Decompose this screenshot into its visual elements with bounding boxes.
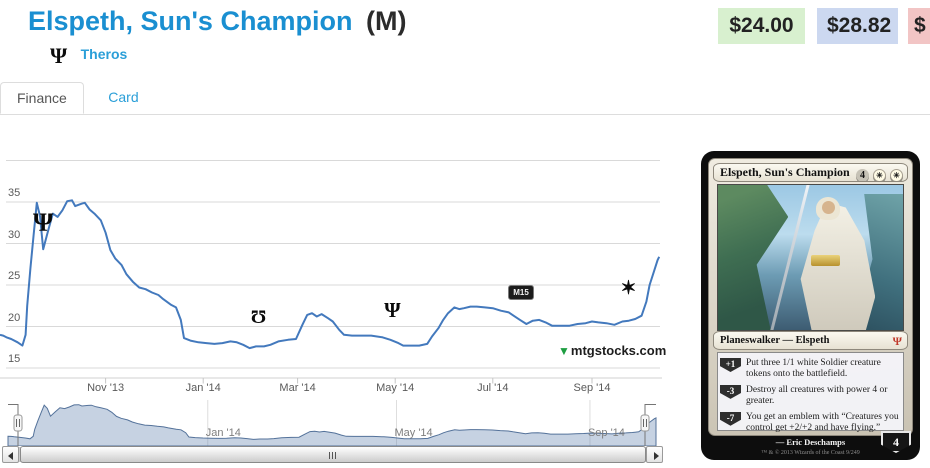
page-title: Elspeth, Sun's Champion (M)	[28, 6, 406, 37]
x-axis-label: Nov '13	[87, 382, 125, 394]
artist-name: Eric Deschamps	[786, 437, 846, 447]
scrollbar-thumb[interactable]	[20, 446, 646, 463]
copyright-line: ™ & © 2013 Wizards of the Coast 9/249	[761, 450, 860, 456]
navigator-label: Sep '14	[587, 427, 625, 439]
x-axis-label: May '14	[376, 382, 415, 394]
theros-icon: Ψ	[33, 208, 54, 237]
y-axis-label: 15	[8, 353, 21, 365]
tab-card[interactable]: Card	[108, 89, 139, 105]
card-name-heading: Elspeth, Sun's Champion	[28, 6, 353, 36]
y-axis-label: 25	[8, 270, 21, 282]
scrollbar-left-button[interactable]	[2, 446, 19, 463]
white-mana-icon: ✳	[890, 168, 903, 181]
navigator-label: Jan '14	[205, 427, 241, 439]
theros-mythic-set-symbol-icon: Ψ	[892, 334, 902, 348]
type-line: Planeswalker — Elspeth	[720, 335, 830, 346]
navigator-label: May '14	[394, 427, 433, 439]
tab-finance[interactable]: Finance	[0, 82, 84, 114]
loyalty-minus3-icon: -3	[720, 384, 741, 399]
mana-cost: 4 ✳ ✳	[855, 166, 903, 181]
generic-mana-icon: 4	[856, 168, 869, 181]
x-axis-label: Sep '14	[573, 382, 611, 394]
chart-scrollbar[interactable]	[2, 446, 663, 463]
born-of-the-gods-icon: Ʊ	[250, 306, 267, 328]
x-axis-label: Jul '14	[477, 382, 509, 394]
price-badge-high: $	[908, 8, 930, 44]
thumb-grip	[329, 452, 330, 459]
navigator-right-handle[interactable]	[640, 414, 650, 432]
thumb-grip	[332, 452, 333, 459]
card-frame: Elspeth, Sun's Champion 4 ✳ ✳ Planeswalk…	[708, 158, 913, 436]
card-title-bar: Elspeth, Sun's Champion 4 ✳ ✳	[713, 163, 908, 182]
ability-row: -7 You get an emblem with “Creatures you…	[720, 411, 899, 434]
x-axis-label: Jan '14	[185, 382, 221, 394]
price-chart: 15 20 25 30 35 Nov '13 Jan '14 Mar '14 May '14 J…	[0, 150, 666, 398]
ability-row: +1 Put three 1/1 white Soldier creature …	[720, 358, 899, 380]
set-link-theros[interactable]: Theros	[80, 46, 128, 62]
magic-2015-icon: M15	[508, 285, 534, 300]
thumb-grip	[335, 452, 336, 459]
price-badge-low: $24.00	[718, 8, 805, 44]
card-art	[717, 184, 904, 331]
artist-line: — Eric Deschamps	[701, 437, 920, 447]
ability-text: Destroy all creatures with power 4 or gr…	[746, 384, 888, 406]
right-arrow-icon	[654, 452, 659, 460]
mtgstocks-logo-icon: ▼	[558, 344, 570, 358]
left-arrow-icon	[8, 452, 13, 460]
card-type-bar: Planeswalker — Elspeth Ψ	[713, 331, 908, 350]
y-axis-label: 20	[8, 311, 21, 324]
x-axis-label: Mar '14	[279, 382, 316, 394]
art-elspeth-cloak	[800, 202, 876, 330]
ability-text: Put three 1/1 white Soldier creature tok…	[746, 358, 881, 379]
price-chart-plot[interactable]	[0, 150, 664, 398]
journey-into-nyx-icon: Ψ	[384, 297, 401, 322]
khans-of-tarkir-icon: ✶	[620, 277, 637, 299]
navigator-left-handle[interactable]	[13, 414, 23, 432]
loyalty-plus1-icon: +1	[720, 358, 741, 372]
art-gold-belt	[810, 254, 841, 267]
chart-navigator[interactable]: Jan '14 May '14 Sep '14	[0, 400, 664, 447]
y-axis-label: 30	[8, 228, 21, 241]
ability-text: You get an emblem with “Creatures you co…	[746, 411, 899, 433]
watermark: ▼mtgstocks.com	[558, 343, 666, 358]
rarity-suffix: (M)	[365, 6, 407, 36]
card-image: Elspeth, Sun's Champion 4 ✳ ✳ Planeswalk…	[701, 151, 920, 460]
watermark-text: mtgstocks.com	[570, 343, 667, 358]
y-axis-label: 35	[8, 187, 21, 199]
card-title: Elspeth, Sun's Champion	[720, 165, 850, 179]
scrollbar-right-button[interactable]	[646, 446, 663, 463]
navigator-plot[interactable]	[0, 400, 664, 447]
white-mana-icon: ✳	[873, 168, 886, 181]
price-badge-avg: $28.82	[817, 8, 898, 44]
loyalty-minus7-icon: -7	[720, 411, 741, 426]
ability-row: -3 Destroy all creatures with power 4 or…	[720, 384, 899, 407]
art-face	[821, 200, 835, 214]
tab-bar: Finance Card	[0, 81, 930, 115]
set-row: Ψ Theros	[50, 44, 127, 68]
card-text-box: +1 Put three 1/1 white Soldier creature …	[717, 352, 904, 434]
brush-icon: —	[775, 437, 785, 447]
theros-set-icon: Ψ	[50, 43, 68, 68]
loyalty-badge: 4	[881, 431, 911, 453]
